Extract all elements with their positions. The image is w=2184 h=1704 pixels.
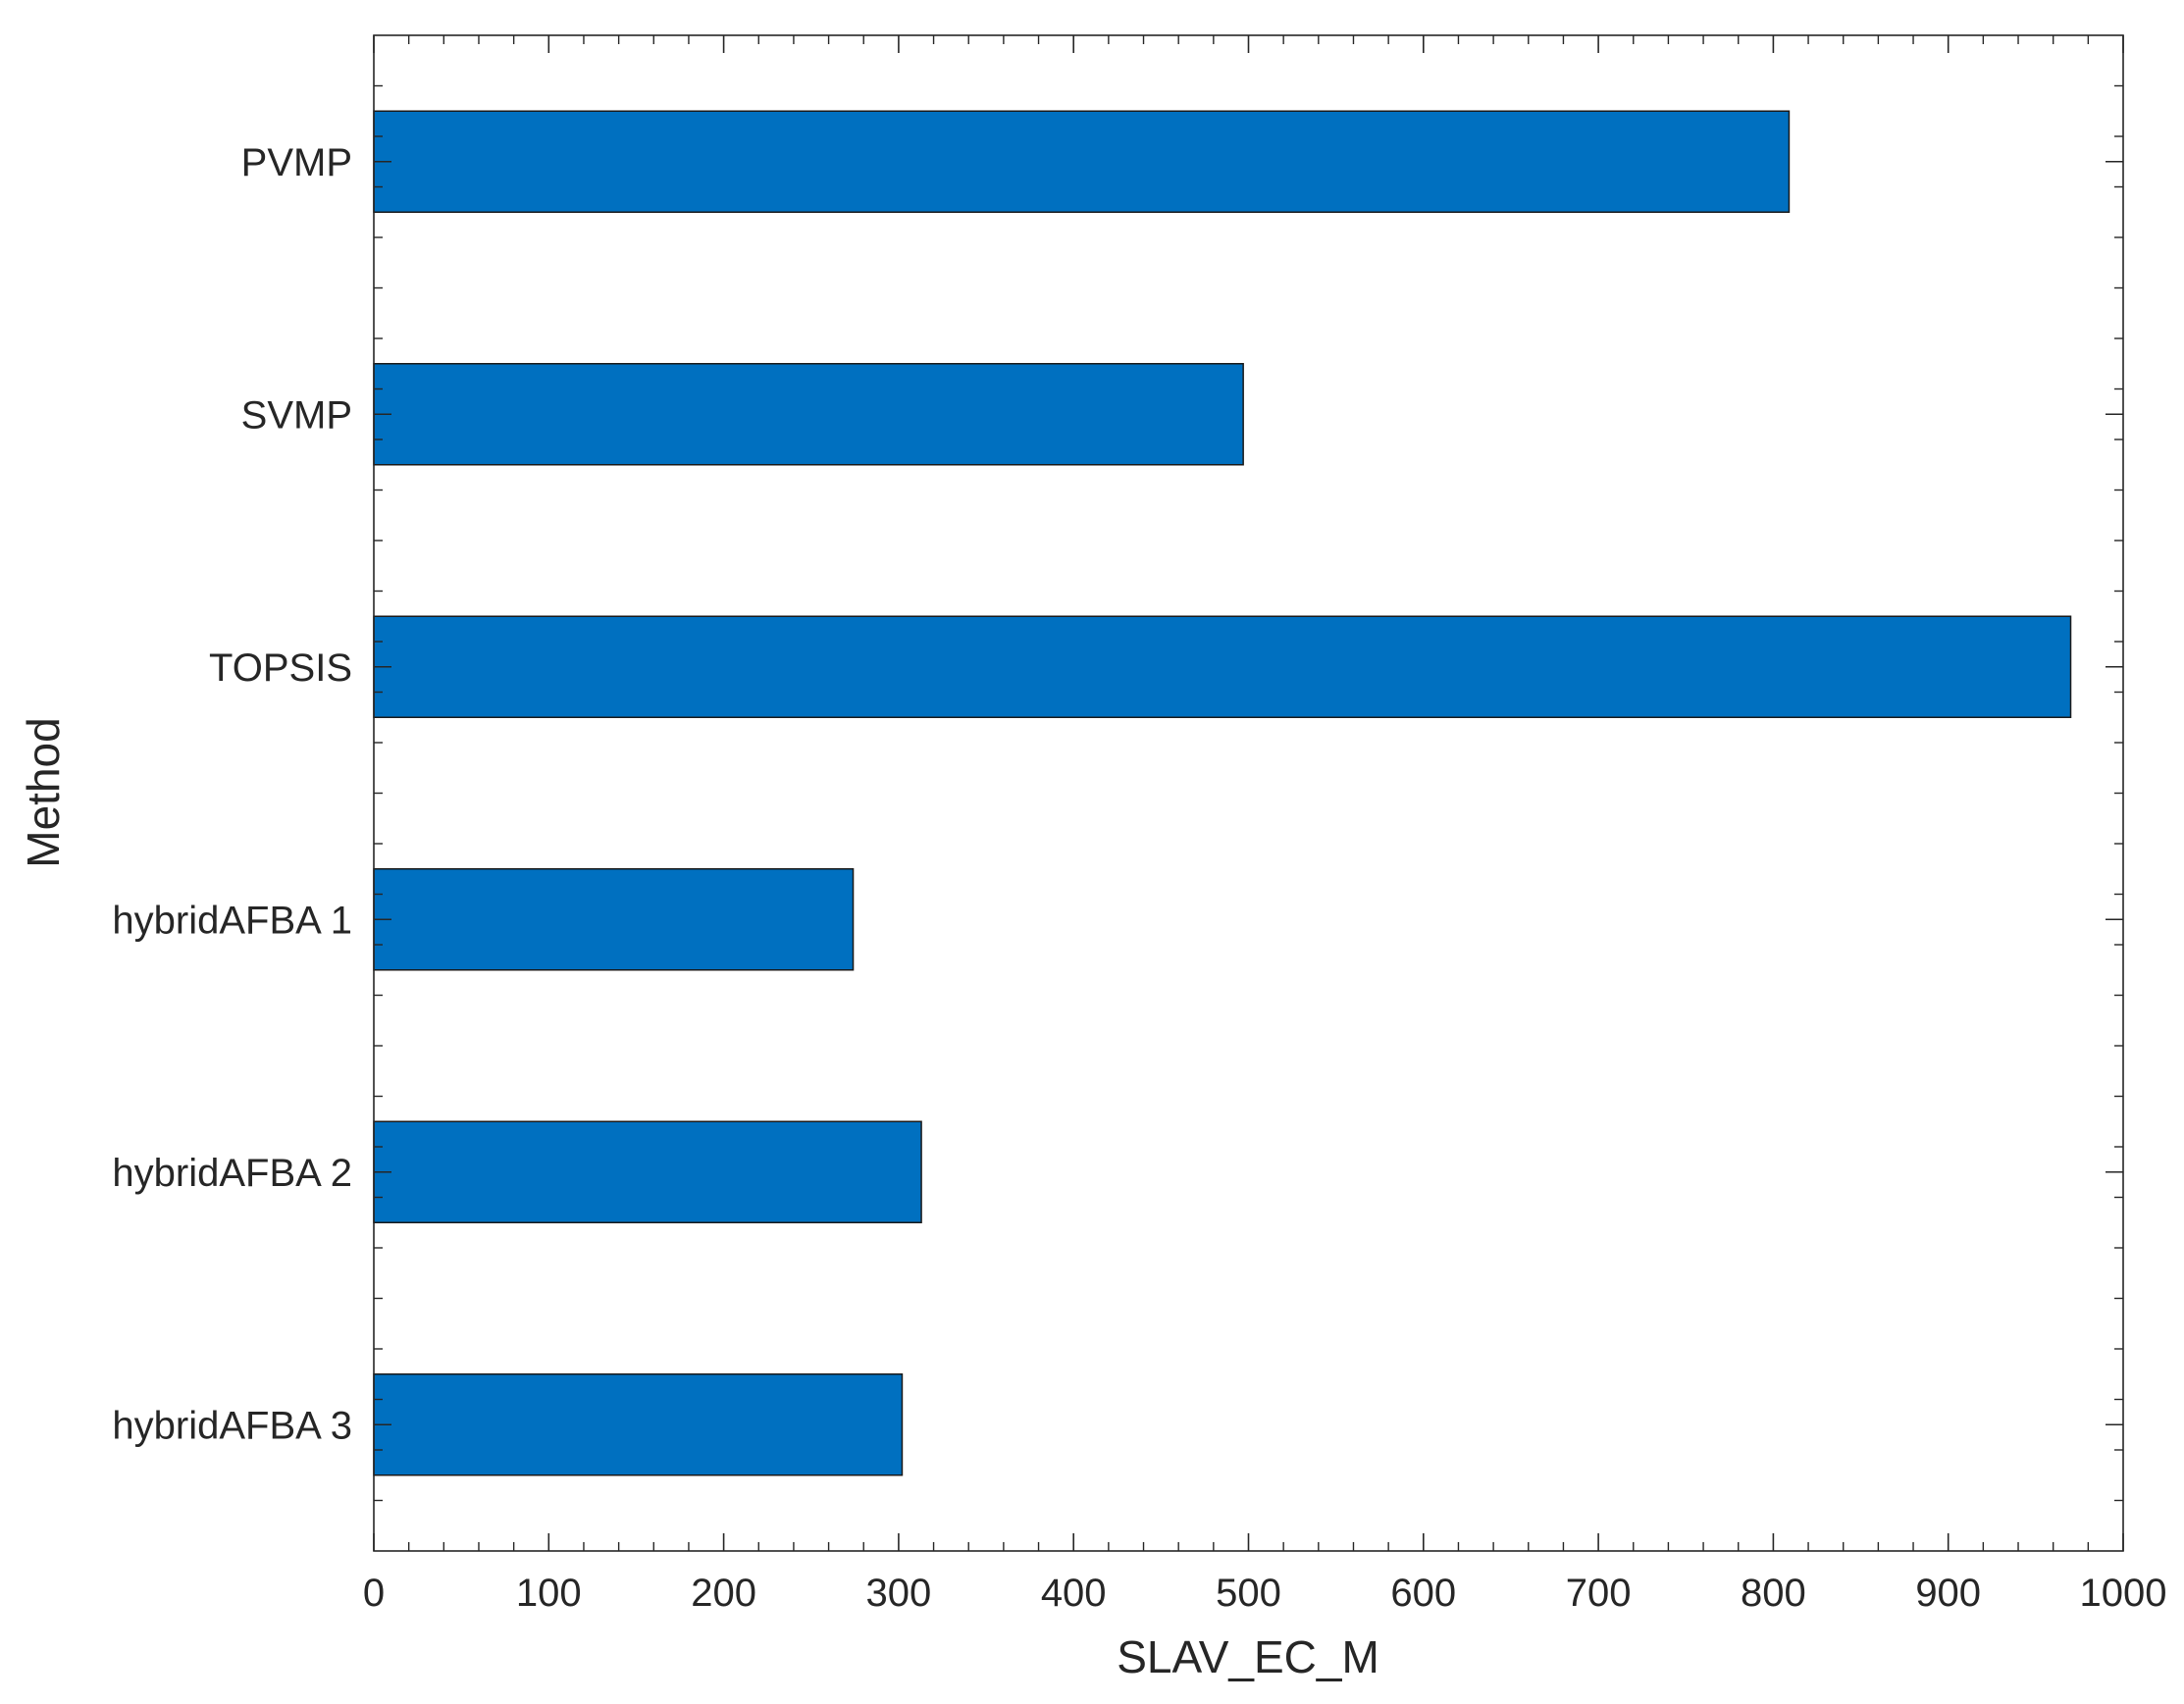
bar <box>373 110 1791 213</box>
x-tick-label: 300 <box>866 1572 932 1615</box>
x-tick-labels: 0 100 200 300 400 500 600 700 800 900 1000 <box>363 1572 2167 1615</box>
x-tick-label: 200 <box>691 1572 756 1615</box>
y-tick-label: TOPSIS <box>209 646 352 690</box>
x-tick-label: 800 <box>1741 1572 1806 1615</box>
y-tick-labels: PVMP SVMP TOPSIS hybridAFBA 1 hybridAFBA 2 hy… <box>112 141 352 1448</box>
plot-frame <box>373 34 2124 1552</box>
x-tick-label: 900 <box>1915 1572 1981 1615</box>
x-tick-label: 400 <box>1041 1572 1107 1615</box>
y-tick-label: hybridAFBA 1 <box>112 899 352 942</box>
x-tick-label: 0 <box>363 1572 385 1615</box>
y-tick-label: PVMP <box>241 141 352 184</box>
ticks-group <box>373 35 2124 1551</box>
x-tick-label: 100 <box>516 1572 582 1615</box>
bar <box>373 1120 922 1223</box>
x-axis-title: SLAV_EC_M <box>1117 1631 1379 1682</box>
y-tick-label: hybridAFBA 3 <box>112 1404 352 1447</box>
y-axis-title: Method <box>18 717 69 867</box>
x-tick-label: 500 <box>1216 1572 1281 1615</box>
y-tick-label: SVMP <box>241 393 352 437</box>
bar <box>373 363 1244 466</box>
bar <box>373 1373 904 1476</box>
bar <box>373 615 2072 718</box>
x-tick-label: 700 <box>1566 1572 1632 1615</box>
x-tick-label: 600 <box>1390 1572 1456 1615</box>
y-tick-label: hybridAFBA 2 <box>112 1152 352 1195</box>
x-tick-label: 1000 <box>2080 1572 2167 1615</box>
bar <box>373 868 855 971</box>
plot-area <box>374 35 2123 1551</box>
bars-group <box>373 110 2072 1476</box>
